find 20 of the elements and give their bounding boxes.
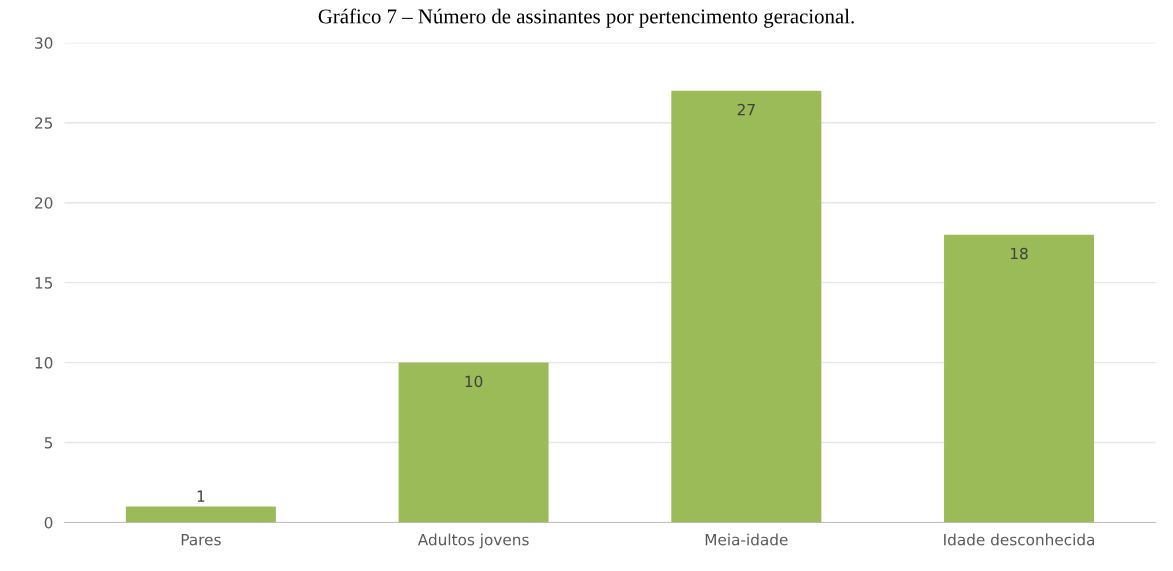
chart-title: Gráfico 7 – Número de assinantes por pertencimento geracional. — [318, 8, 854, 28]
x-tick-label: Idade desconhecida — [944, 533, 1095, 546]
y-tick-label: 25 — [35, 117, 53, 129]
bar — [398, 362, 549, 523]
y-tick-label: 10 — [35, 357, 53, 369]
y-tick-label: 5 — [44, 437, 53, 449]
data-label: 10 — [465, 375, 483, 388]
y-tick-label: 30 — [35, 37, 53, 49]
data-label: 27 — [737, 103, 755, 116]
y-tick-label: 20 — [35, 197, 53, 209]
data-label: 1 — [197, 490, 205, 502]
x-tick-label: Meia-idade — [705, 533, 788, 546]
data-label: 18 — [1011, 247, 1028, 260]
bar — [944, 234, 1095, 523]
x-tick-label: Pares — [181, 534, 221, 546]
y-tick-label: 15 — [35, 277, 53, 289]
y-tick-label: 0 — [44, 516, 53, 529]
bar — [671, 90, 822, 523]
x-tick-label: Adultos jovens — [417, 533, 529, 549]
bar — [125, 506, 276, 523]
